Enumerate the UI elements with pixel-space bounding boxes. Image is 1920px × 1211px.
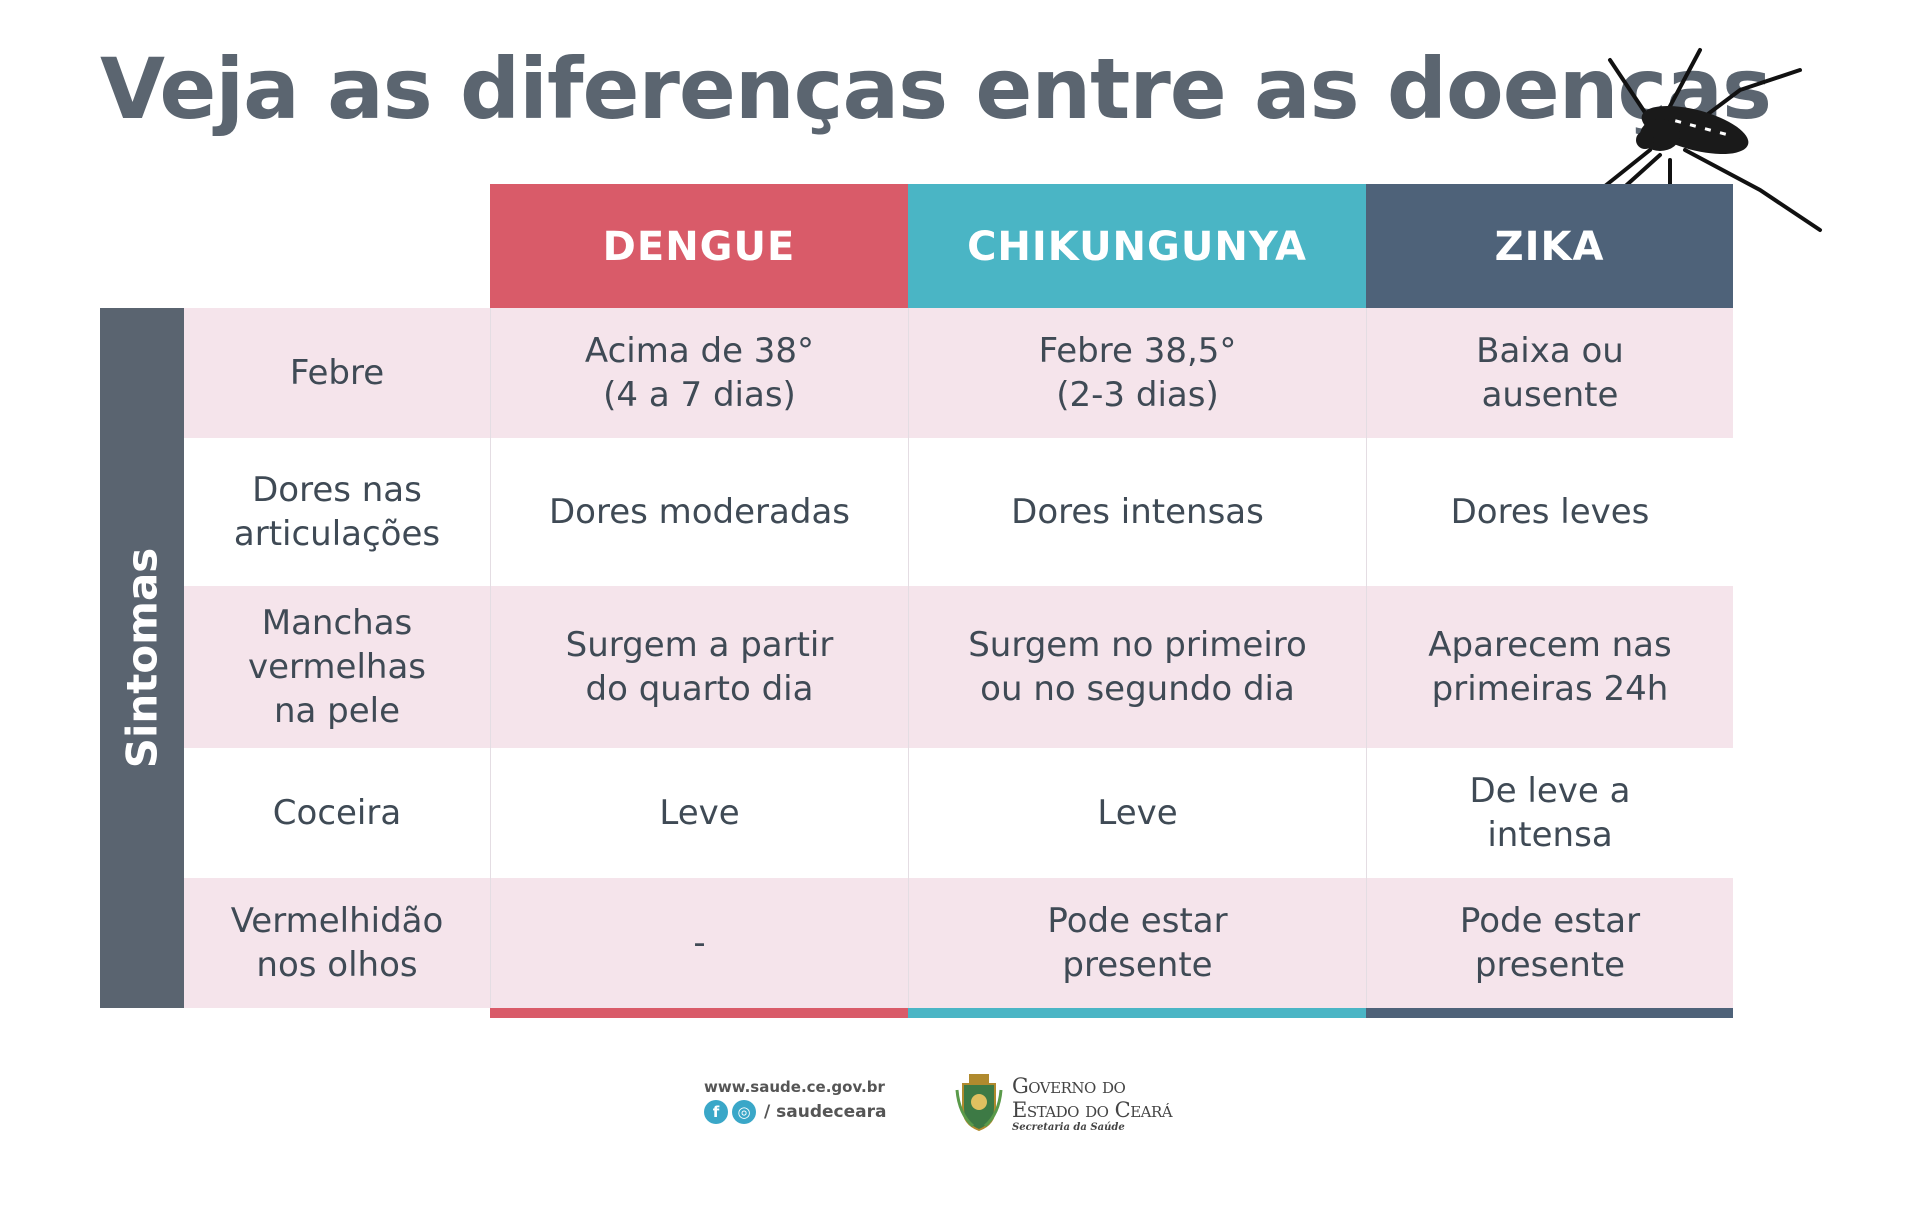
table-row-febre: Febre Acima de 38° (4 a 7 dias) Febre 38,… (184, 308, 1733, 438)
cell-zika: Baixa ou ausente (1366, 308, 1733, 438)
row-label: Dores nas articulações (233, 470, 441, 554)
table-row-coceira: Coceira Leve Leve De leve a intensa (184, 748, 1733, 878)
cell-dengue: Surgem a partir do quarto dia (490, 586, 908, 748)
website-link[interactable]: www.saude.ce.gov.br (704, 1078, 885, 1096)
mosquito-icon (1598, 48, 1822, 242)
sintomas-side-label: Sintomas (100, 308, 184, 1008)
cell-dengue: - (490, 878, 908, 1008)
gov-line-1: Governo do (1012, 1074, 1126, 1098)
gov-line-3: Secretaria da Saúde (1012, 1122, 1125, 1133)
cell-chikungunya: Febre 38,5° (2-3 dias) (908, 308, 1366, 438)
social-links: f ◎ / saudeceara (704, 1100, 886, 1124)
table-row-manchas: Manchas vermelhas na pele Surgem a partir d… (184, 586, 1733, 748)
cell-zika: Aparecem nas primeiras 24h (1366, 586, 1733, 748)
state-crest-icon (955, 1074, 1003, 1132)
row-label: Vermelhidão nos olhos (230, 901, 444, 985)
comparison-table: Febre Acima de 38° (4 a 7 dias) Febre 38,… (184, 308, 1733, 1008)
header-dengue: DENGUE (490, 184, 908, 309)
sintomas-text: Sintomas (117, 547, 167, 769)
table-row-vermelhidao: Vermelhidão nos olhos - Pode estar present… (184, 878, 1733, 1008)
cell-zika: De leve a intensa (1366, 748, 1733, 878)
row-label: Manchas vermelhas na pele (247, 603, 426, 731)
social-handle: / saudeceara (764, 1102, 887, 1122)
header-chikungunya: CHIKUNGUNYA (908, 184, 1366, 309)
cell-chikungunya: Leve (908, 748, 1366, 878)
cell-dengue: Dores moderadas (490, 438, 908, 586)
cell-zika: Pode estar presente (1366, 878, 1733, 1008)
bottom-bar-dengue (490, 1008, 908, 1018)
cell-chikungunya: Dores intensas (908, 438, 1366, 586)
cell-dengue: Acima de 38° (4 a 7 dias) (490, 308, 908, 438)
table-row-dores: Dores nas articulações Dores moderadas Do… (184, 438, 1733, 586)
page-title: Veja as diferenças entre as doenças (100, 40, 1772, 138)
government-logo-text: Governo do Estado do Ceará Secretaria da… (1012, 1074, 1173, 1134)
instagram-icon[interactable]: ◎ (732, 1100, 756, 1124)
row-label: Coceira (272, 793, 402, 833)
facebook-icon[interactable]: f (704, 1100, 728, 1124)
cell-chikungunya: Pode estar presente (908, 878, 1366, 1008)
gov-line-2: Estado do Ceará (1012, 1098, 1173, 1122)
cell-chikungunya: Surgem no primeiro ou no segundo dia (908, 586, 1366, 748)
header-zika: ZIKA (1366, 184, 1733, 309)
cell-zika: Dores leves (1366, 438, 1733, 586)
cell-dengue: Leve (490, 748, 908, 878)
bottom-bar-zika (1366, 1008, 1733, 1018)
row-label: Febre (289, 353, 385, 393)
bottom-bar-chikungunya (908, 1008, 1366, 1018)
